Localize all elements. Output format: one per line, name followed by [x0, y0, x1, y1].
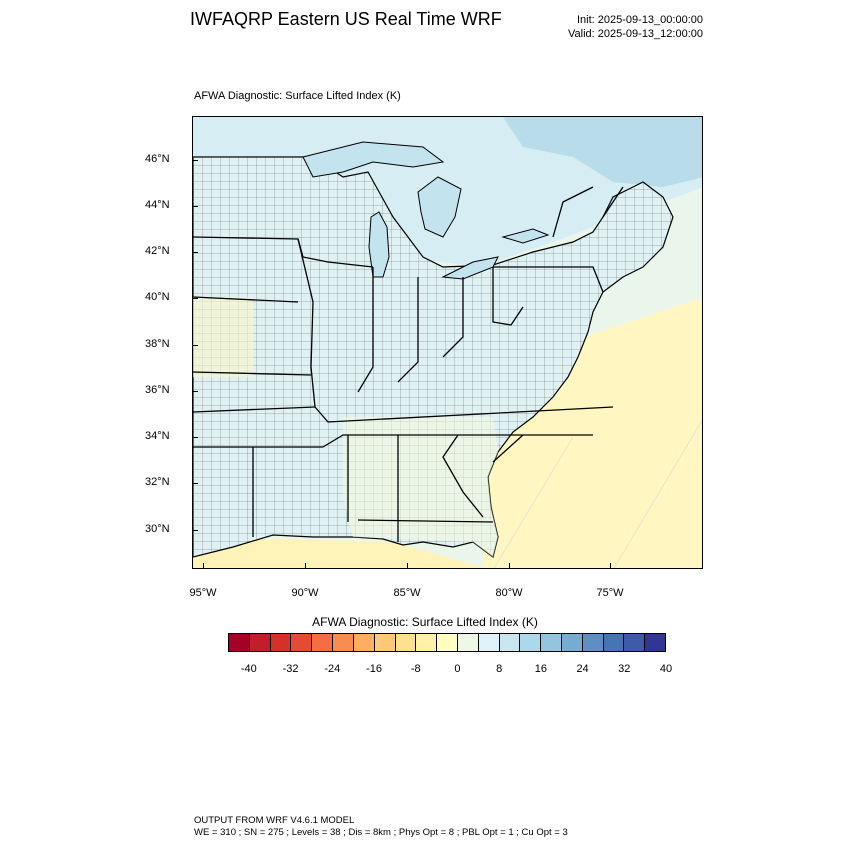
lon-tick-mark: [610, 563, 611, 569]
run-times: Init: 2025-09-13_00:00:00 Valid: 2025-09…: [568, 13, 703, 41]
colorbar-label: -32: [282, 663, 299, 675]
lon-tick-mark: [407, 563, 408, 569]
lon-tick-mark: [509, 563, 510, 569]
lon-tick-label: 80°W: [495, 587, 523, 599]
colorbar-swatch: [249, 634, 271, 651]
lat-tick-mark: [192, 437, 198, 438]
colorbar-swatch: [312, 634, 334, 651]
lon-tick-label: 75°W: [596, 587, 624, 599]
init-time: Init: 2025-09-13_00:00:00: [577, 14, 703, 26]
colorbar-label: 16: [534, 663, 547, 675]
colorbar-swatch: [437, 634, 458, 651]
colorbar-label: 8: [496, 663, 503, 675]
state-boundaries: [193, 186, 624, 542]
lat-tick-mark: [192, 298, 198, 299]
lat-tick-label: 32°N: [145, 476, 170, 488]
colorbar-swatch: [520, 634, 542, 651]
colorbar-label: -40: [240, 663, 257, 675]
lat-tick-label: 46°N: [145, 153, 170, 165]
lake-erie: [441, 256, 499, 280]
colorbar-swatch: [374, 634, 396, 651]
plot-field-label: AFWA Diagnostic: Surface Lifted Index (K…: [194, 90, 401, 102]
valid-time: Valid: 2025-09-13_12:00:00: [568, 28, 703, 40]
lat-tick-mark: [192, 206, 198, 207]
colorbar: [228, 633, 666, 652]
colorbar-swatch: [291, 634, 313, 651]
colorbar-swatch: [645, 634, 666, 651]
lat-tick-label: 42°N: [145, 245, 170, 257]
colorbar-swatch: [478, 634, 500, 651]
lat-tick-label: 36°N: [145, 384, 170, 396]
lake-huron: [417, 176, 462, 238]
lon-tick-label: 90°W: [291, 587, 319, 599]
colorbar-title: AFWA Diagnostic: Surface Lifted Index (K…: [312, 615, 538, 629]
lat-tick-label: 40°N: [145, 291, 170, 303]
colorbar-swatch: [624, 634, 646, 651]
colorbar-label: -8: [410, 663, 421, 675]
lat-tick-mark: [192, 252, 198, 253]
lon-tick-mark: [305, 563, 306, 569]
lat-tick-label: 34°N: [145, 430, 170, 442]
lat-tick-label: 44°N: [145, 199, 170, 211]
quebec-region: [503, 117, 702, 187]
lake-ontario: [501, 228, 550, 244]
colorbar-swatch: [333, 634, 354, 651]
lat-tick-mark: [192, 391, 198, 392]
lon-tick-mark: [203, 563, 204, 569]
lat-tick-label: 30°N: [145, 523, 170, 535]
plains-tint: [193, 297, 253, 377]
lat-tick-mark: [192, 345, 198, 346]
colorbar-label: -24: [324, 663, 341, 675]
colorbar-label: 40: [659, 663, 673, 675]
graticule: [493, 419, 702, 568]
lat-tick-mark: [192, 530, 198, 531]
colorbar-swatch: [603, 634, 625, 651]
colorbar-label: -16: [366, 663, 382, 675]
lake-michigan: [368, 211, 390, 278]
colorbar-swatch: [395, 634, 417, 651]
colorbar-swatch: [541, 634, 562, 651]
lat-tick-label: 38°N: [145, 338, 170, 350]
map-image: [193, 117, 702, 568]
southeast-tint: [343, 417, 498, 557]
colorbar-swatch: [582, 634, 604, 651]
lon-tick-label: 95°W: [189, 587, 217, 599]
colorbar-swatch: [353, 634, 375, 651]
lon-tick-label: 85°W: [393, 587, 421, 599]
model-info-footer: OUTPUT FROM WRF V4.6.1 MODEL WE = 310 ; …: [194, 815, 568, 839]
colorbar-swatch: [416, 634, 438, 651]
colorbar-swatch: [229, 634, 250, 651]
gulf-fill: [193, 537, 486, 568]
colorbar-label: 32: [618, 663, 631, 675]
footer-line-2: WE = 310 ; SN = 275 ; Levels = 38 ; Dis …: [194, 827, 568, 838]
colorbar-swatch: [270, 634, 292, 651]
colorbar-swatch: [457, 634, 479, 651]
county-lines: [193, 157, 673, 557]
footer-line-1: OUTPUT FROM WRF V4.6.1 MODEL: [194, 815, 355, 826]
colorbar-swatch: [562, 634, 583, 651]
lake-superior: [302, 141, 445, 178]
colorbar-label: 0: [454, 663, 461, 675]
lat-tick-mark: [192, 160, 198, 161]
lat-tick-mark: [192, 483, 198, 484]
colorbar-label: 24: [576, 663, 589, 675]
map-panel: [192, 116, 703, 569]
colorbar-swatch: [499, 634, 521, 651]
page-title: IWFAQRP Eastern US Real Time WRF: [190, 9, 502, 29]
